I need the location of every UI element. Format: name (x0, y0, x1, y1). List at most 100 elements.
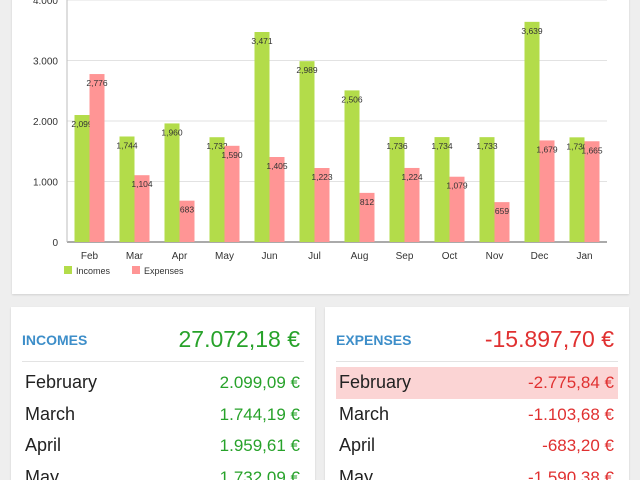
expenses-header: EXPENSES -15.897,70 € (336, 307, 618, 362)
data-label: 1,223 (311, 172, 333, 182)
month-label: February (339, 372, 412, 392)
data-label: 1,590 (221, 150, 243, 160)
x-tick-label: Dec (531, 251, 549, 262)
expense-bar-jan (584, 141, 600, 242)
expenses-panel: EXPENSES -15.897,70 € February -2.775,84… (325, 307, 629, 480)
income-bar-aug (344, 90, 360, 243)
income-bar-dec (524, 21, 540, 242)
data-label: 659 (495, 206, 509, 216)
x-tick-label: Sep (396, 251, 414, 262)
expense-bar-feb (89, 74, 105, 242)
incomes-title: INCOMES (22, 332, 88, 348)
income-bar-jan (569, 137, 585, 242)
amount-value: 1.959,61 € (219, 436, 300, 455)
x-tick-label: Jun (261, 251, 277, 262)
expense-bar-jun (269, 156, 285, 242)
data-label: 2,776 (86, 78, 108, 88)
expense-bar-may (224, 145, 240, 242)
x-tick-label: Feb (81, 251, 99, 262)
expense-bar-apr (179, 200, 195, 242)
expense-bar-nov (494, 202, 510, 242)
legend-label-expenses: Expenses (144, 266, 184, 276)
expenses-row-april[interactable]: April -683,20 € (336, 430, 618, 462)
incomes-row-april[interactable]: April 1.959,61 € (22, 430, 304, 462)
expense-bar-sep (404, 167, 420, 242)
expenses-total: -15.897,70 € (484, 326, 614, 352)
bar-chart[interactable]: 0 1.000 2.000 3.000 4.000 2,099 2,776 Feb 1,744 1… (12, 0, 629, 294)
amount-value: 1.732,09 € (219, 467, 300, 480)
data-label: 812 (360, 197, 374, 207)
amount-value: -1.590,38 € (527, 467, 614, 480)
data-label: 1,732 (206, 141, 228, 151)
expenses-list: February -2.775,84 € March -1.103,68 € A… (336, 367, 618, 480)
x-tick-label: Mar (126, 251, 144, 262)
incomes-row-march[interactable]: March 1.744,19 € (22, 399, 304, 431)
amount-value: 1.744,19 € (219, 404, 300, 424)
legend-swatch-incomes (64, 266, 72, 274)
expense-bar-oct (449, 176, 465, 242)
x-tick-label: Oct (442, 251, 458, 262)
y-tick-label: 4.000 (33, 0, 58, 7)
legend-swatch-expenses (132, 266, 140, 274)
y-tick-label: 3.000 (33, 57, 58, 68)
expense-bar-aug (359, 192, 375, 242)
legend-label-incomes: Incomes (76, 266, 111, 276)
data-label: 2,099 (71, 119, 93, 129)
incomes-list: February 2.099,09 € March 1.744,19 € Apr… (22, 367, 304, 480)
income-bar-sep (389, 136, 405, 242)
data-label: 1,744 (116, 140, 138, 150)
income-bar-may (209, 137, 225, 242)
expenses-row-march[interactable]: March -1.103,68 € (336, 399, 618, 431)
data-label: 1,665 (581, 145, 603, 155)
data-label: 1,405 (266, 161, 288, 171)
income-bar-nov (479, 137, 495, 242)
income-bar-apr (164, 123, 180, 242)
incomes-row-may[interactable]: May 1.732,09 € (22, 462, 304, 480)
income-bar-mar (119, 136, 135, 242)
month-label: May (339, 466, 374, 480)
chart-card: 0 1.000 2.000 3.000 4.000 2,099 2,776 Feb 1,744 1… (12, 0, 629, 294)
expenses-row-may[interactable]: May -1.590,38 € (336, 462, 618, 480)
expenses-title: EXPENSES (336, 332, 412, 348)
y-tick-label: 2.000 (33, 117, 58, 128)
month-label: April (339, 435, 376, 455)
data-label: 3,639 (521, 26, 543, 36)
data-label: 1,104 (131, 179, 153, 189)
x-tick-label: May (215, 251, 234, 262)
amount-value: -1.103,68 € (527, 404, 614, 424)
x-tick-label: Aug (351, 251, 369, 262)
data-label: 1,224 (401, 172, 423, 182)
month-label: March (25, 403, 76, 424)
month-label: May (25, 466, 60, 480)
income-bar-jun (254, 32, 270, 242)
incomes-panel: INCOMES 27.072,18 € February 2.099,09 € … (11, 307, 315, 480)
income-bar-oct (434, 137, 450, 242)
data-label: 2,989 (296, 65, 318, 75)
month-label: February (25, 372, 98, 392)
data-label: 2,506 (341, 94, 363, 104)
data-label: 1,960 (161, 127, 183, 137)
data-label: 683 (180, 205, 194, 215)
month-label: March (339, 403, 390, 424)
amount-value: -2.775,84 € (527, 373, 614, 392)
incomes-row-february[interactable]: February 2.099,09 € (22, 367, 304, 399)
expense-bar-jul (314, 168, 330, 242)
data-label: 1,079 (446, 181, 468, 191)
x-tick-label: Nov (486, 251, 504, 262)
expense-bar-dec (539, 140, 555, 242)
incomes-total: 27.072,18 € (178, 326, 300, 352)
y-tick-label: 1.000 (33, 178, 58, 189)
month-label: April (25, 435, 62, 455)
x-tick-label: Jul (308, 251, 321, 262)
expense-bar-mar (134, 175, 150, 242)
amount-value: -683,20 € (542, 436, 614, 455)
data-label: 1,730 (566, 141, 588, 151)
data-label: 1,733 (476, 141, 498, 151)
data-label: 1,736 (386, 141, 408, 151)
x-tick-label: Jan (576, 251, 592, 262)
amount-value: 2.099,09 € (219, 373, 300, 392)
expenses-row-february[interactable]: February -2.775,84 € (336, 367, 618, 399)
income-bar-jul (299, 61, 315, 242)
data-label: 3,471 (251, 36, 273, 46)
x-tick-label: Apr (172, 251, 188, 262)
